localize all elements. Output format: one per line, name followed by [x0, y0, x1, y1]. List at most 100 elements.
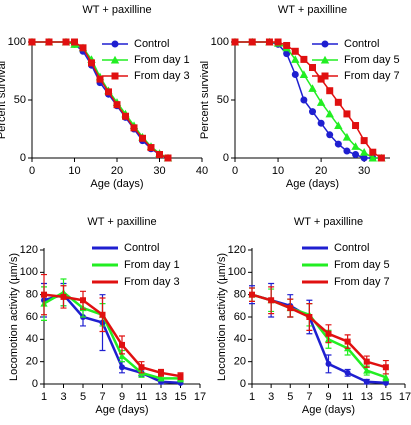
legend-label: From day 1 [134, 54, 190, 66]
marker [342, 132, 352, 141]
marker [382, 364, 389, 371]
legend-label: From day 3 [124, 276, 180, 288]
marker [291, 47, 299, 55]
x-axis-label: Age (days) [90, 178, 143, 190]
marker [283, 50, 291, 58]
series-line [235, 41, 382, 159]
marker [368, 153, 377, 162]
marker [325, 330, 332, 337]
marker [359, 148, 369, 156]
marker [79, 44, 87, 52]
marker [119, 341, 125, 348]
y-tick-label: 50 [14, 94, 26, 106]
legend-label: From day 1 [124, 259, 180, 271]
x-tick-label: 0 [29, 165, 35, 177]
marker [325, 360, 332, 367]
x-tick-label: 20 [315, 165, 327, 177]
marker [96, 75, 104, 83]
marker [99, 311, 106, 318]
y-tick-label: 0 [223, 152, 229, 164]
series-line [251, 293, 387, 369]
legend-label: From day 5 [344, 54, 400, 66]
marker [300, 55, 308, 63]
marker [325, 109, 334, 118]
marker [299, 70, 309, 78]
marker [316, 98, 326, 106]
chart-title: WT + paxilline [278, 4, 347, 16]
marker [231, 38, 239, 46]
marker [111, 72, 119, 80]
x-tick-label: 3 [268, 391, 274, 403]
marker [317, 75, 325, 83]
marker [363, 367, 371, 374]
legend-label: Control [124, 242, 159, 254]
marker [369, 148, 377, 156]
marker [291, 70, 299, 78]
y-tick-label: 0 [240, 378, 246, 390]
marker [382, 379, 389, 386]
legend-label: From day 7 [334, 276, 390, 288]
marker [309, 108, 316, 116]
y-tick-label: 100 [20, 266, 38, 278]
marker [363, 358, 370, 365]
legend-label: Control [134, 38, 169, 50]
marker [287, 305, 294, 312]
y-tick-label: 60 [234, 311, 246, 323]
marker [343, 110, 351, 118]
x-tick-label: 3 [60, 391, 66, 403]
y-tick-label: 100 [8, 36, 26, 48]
marker [363, 378, 370, 385]
y-tick-label: 20 [234, 356, 246, 368]
marker [130, 124, 138, 132]
marker [317, 119, 325, 127]
marker [291, 55, 300, 63]
y-tick-label: 100 [228, 266, 246, 278]
marker [265, 38, 273, 46]
y-tick-label: 50 [217, 94, 229, 106]
y-tick-label: 20 [26, 356, 38, 368]
marker [334, 121, 343, 130]
marker [113, 101, 121, 109]
legend-label: From day 5 [334, 259, 390, 271]
marker [177, 373, 184, 380]
x-tick-label: 9 [325, 391, 331, 403]
y-tick-label: 120 [228, 244, 246, 256]
x-tick-label: 5 [287, 391, 293, 403]
y-tick-label: 80 [26, 289, 38, 301]
x-tick-label: 15 [380, 391, 392, 403]
x-tick-label: 15 [174, 391, 186, 403]
marker [88, 59, 95, 67]
x-tick-label: 1 [249, 391, 255, 403]
y-axis-label: Percent survival [199, 61, 211, 139]
x-tick-label: 17 [399, 391, 411, 403]
marker [344, 338, 351, 345]
y-tick-label: 0 [32, 378, 38, 390]
x-tick-label: 7 [306, 391, 312, 403]
marker [122, 112, 129, 120]
x-tick-label: 1 [41, 391, 47, 403]
marker [105, 88, 112, 96]
x-tick-label: 30 [153, 165, 165, 177]
x-tick-label: 11 [136, 391, 147, 403]
x-tick-label: 11 [342, 391, 353, 403]
chart-title: WT + paxilline [294, 216, 363, 228]
y-tick-label: 60 [26, 311, 38, 323]
marker [80, 297, 86, 304]
x-tick-label: 9 [119, 391, 125, 403]
x-tick-label: 13 [361, 391, 373, 403]
x-tick-label: 40 [196, 165, 208, 177]
x-tick-label: 10 [272, 165, 284, 177]
marker [28, 38, 36, 46]
chart-title: WT + paxilline [82, 4, 151, 16]
marker [111, 40, 119, 48]
marker [300, 96, 308, 104]
y-axis-label: Locomotion activity (µm/s) [216, 253, 228, 381]
legend-label: Control [334, 242, 369, 254]
x-tick-label: 17 [194, 391, 206, 403]
marker [41, 291, 47, 298]
x-axis-label: Age (days) [286, 178, 339, 190]
marker [248, 38, 256, 46]
marker [352, 151, 360, 159]
marker [326, 87, 334, 95]
